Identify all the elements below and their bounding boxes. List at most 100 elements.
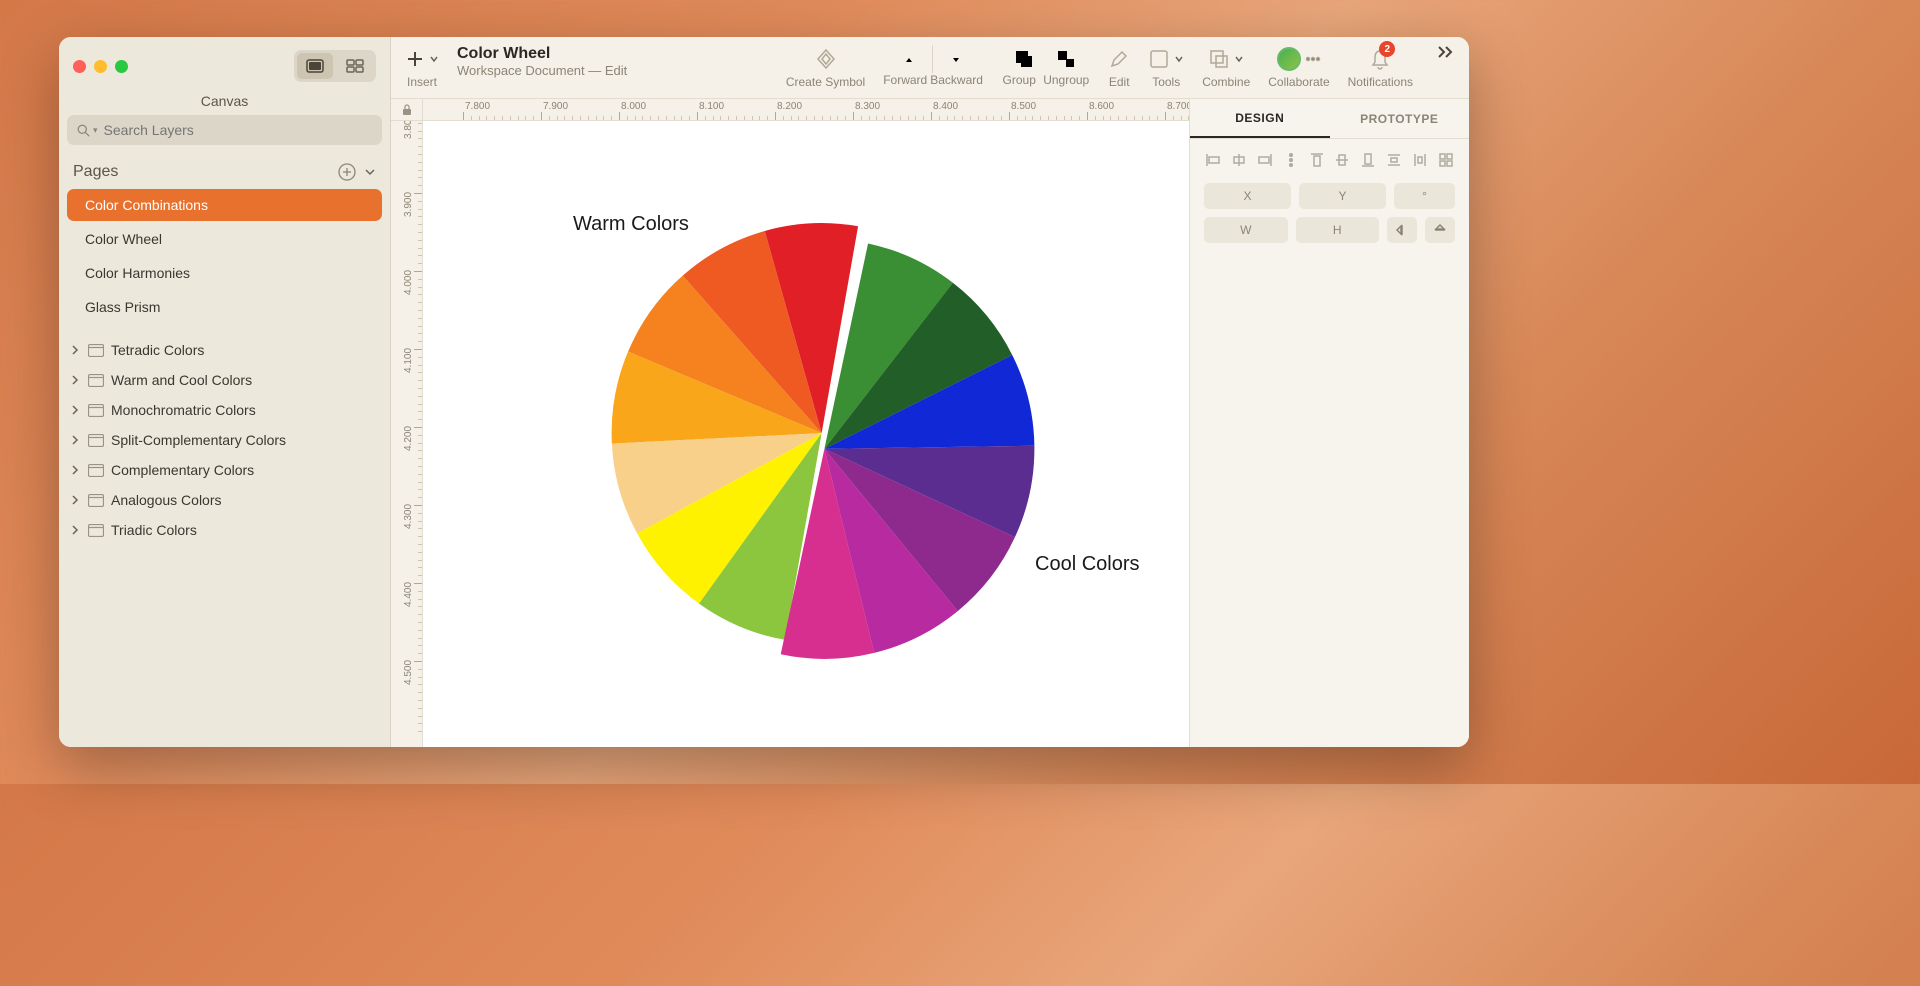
edit-tool[interactable]: Edit — [1108, 45, 1130, 89]
distribute-v-icon[interactable] — [1385, 151, 1403, 169]
tools-label: Tools — [1152, 75, 1180, 89]
components-view-toggle[interactable] — [337, 53, 373, 79]
design-tab[interactable]: DESIGN — [1190, 99, 1330, 138]
w-field[interactable]: W — [1204, 217, 1288, 243]
chevron-right-icon[interactable] — [71, 345, 81, 355]
layer-list: Tetradic Colors Warm and Cool Colors Mon… — [59, 331, 390, 549]
tools-menu[interactable]: Tools — [1148, 45, 1184, 89]
ungroup-label: Ungroup — [1042, 73, 1090, 87]
artboard-icon — [88, 524, 104, 537]
pages-header-title: Pages — [73, 163, 338, 181]
flip-h-icon[interactable] — [1387, 217, 1417, 243]
notifications-label: Notifications — [1348, 75, 1413, 89]
layer-item[interactable]: Split-Complementary Colors — [67, 425, 382, 455]
view-toggle-group — [294, 50, 376, 82]
page-item-color-wheel[interactable]: Color Wheel — [67, 223, 382, 255]
x-field[interactable]: X — [1204, 183, 1291, 209]
traffic-lights — [73, 60, 128, 73]
flip-v-icon[interactable] — [1425, 217, 1455, 243]
chevron-right-icon[interactable] — [71, 435, 81, 445]
zoom-button[interactable] — [115, 60, 128, 73]
align-vcenter-icon[interactable] — [1333, 151, 1351, 169]
distribute-h-icon[interactable] — [1411, 151, 1429, 169]
layer-label: Warm and Cool Colors — [111, 372, 252, 388]
minimize-button[interactable] — [94, 60, 107, 73]
distribute-menu-icon[interactable] — [1282, 151, 1300, 169]
ungroup-tool[interactable] — [1047, 45, 1085, 73]
backward-tool[interactable] — [937, 45, 975, 73]
layer-label: Analogous Colors — [111, 492, 222, 508]
view-mode-label: Canvas — [59, 93, 390, 115]
align-bottom-icon[interactable] — [1359, 151, 1377, 169]
artboard-icon — [88, 464, 104, 477]
page-item-color-combinations[interactable]: Color Combinations — [67, 189, 382, 221]
y-field[interactable]: Y — [1299, 183, 1386, 209]
notifications-tool[interactable]: 2 Notifications — [1348, 45, 1413, 89]
size-row: W H — [1204, 217, 1455, 243]
angle-field[interactable]: ° — [1394, 183, 1455, 209]
collaborate-tool[interactable]: Collaborate — [1268, 45, 1329, 89]
close-button[interactable] — [73, 60, 86, 73]
edit-label: Edit — [1109, 75, 1130, 89]
canvas-view-toggle[interactable] — [297, 53, 333, 79]
layer-item[interactable]: Triadic Colors — [67, 515, 382, 545]
layer-label: Monochromatric Colors — [111, 402, 256, 418]
search-icon — [77, 124, 90, 137]
inspector-tabs: DESIGN PROTOTYPE — [1190, 99, 1469, 139]
inspector-body: X Y ° W H — [1190, 139, 1469, 263]
chevron-right-icon[interactable] — [71, 405, 81, 415]
layer-item[interactable]: Monochromatric Colors — [67, 395, 382, 425]
arrange-tools: Forward Backward — [883, 45, 982, 87]
artboard-icon — [88, 404, 104, 417]
add-page-icon[interactable] — [338, 163, 356, 181]
document-subtitle: Workspace Document — Edit — [457, 63, 627, 78]
search-input[interactable] — [104, 122, 372, 138]
create-symbol-tool[interactable]: Create Symbol — [786, 45, 865, 89]
combine-label: Combine — [1202, 75, 1250, 89]
page-item-color-harmonies[interactable]: Color Harmonies — [67, 257, 382, 289]
layer-item[interactable]: Analogous Colors — [67, 485, 382, 515]
group-tool[interactable] — [1005, 45, 1043, 73]
combine-menu[interactable]: Combine — [1202, 45, 1250, 89]
document-title: Color Wheel — [457, 45, 627, 63]
align-hcenter-icon[interactable] — [1230, 151, 1248, 169]
page-list: Color Combinations Color Wheel Color Har… — [59, 189, 390, 325]
insert-tool[interactable]: Insert — [405, 45, 439, 89]
vertical-ruler[interactable]: 3.8003.9004.0004.1004.2004.3004.4004.500 — [391, 121, 423, 747]
chevron-right-icon[interactable] — [71, 375, 81, 385]
artboard-icon — [88, 494, 104, 507]
layer-search[interactable]: ▾ — [67, 115, 382, 145]
page-item-glass-prism[interactable]: Glass Prism — [67, 291, 382, 323]
layer-label: Complementary Colors — [111, 462, 254, 478]
avatar — [1277, 47, 1301, 71]
align-top-icon[interactable] — [1308, 151, 1326, 169]
tidy-icon[interactable] — [1437, 151, 1455, 169]
layer-item[interactable]: Complementary Colors — [67, 455, 382, 485]
canvas[interactable]: Warm Colors Cool Colors — [423, 121, 1189, 747]
chevron-right-icon[interactable] — [71, 465, 81, 475]
align-left-icon[interactable] — [1204, 151, 1222, 169]
align-row — [1204, 151, 1455, 169]
chevron-right-icon[interactable] — [71, 495, 81, 505]
layer-item[interactable]: Tetradic Colors — [67, 335, 382, 365]
toolbar-overflow-icon[interactable] — [1437, 45, 1455, 64]
canvas-container: 7.8007.9008.0008.1008.2008.3008.4008.500… — [391, 99, 1469, 747]
prototype-tab[interactable]: PROTOTYPE — [1330, 99, 1470, 138]
collaborate-label: Collaborate — [1268, 75, 1329, 89]
forward-tool[interactable] — [890, 45, 928, 73]
horizontal-ruler[interactable]: 7.8007.9008.0008.1008.2008.3008.4008.500… — [423, 99, 1189, 121]
color-wheel-graphic[interactable] — [423, 121, 1189, 747]
align-right-icon[interactable] — [1256, 151, 1274, 169]
artboard-icon — [88, 434, 104, 447]
backward-label: Backward — [930, 73, 982, 87]
forward-label: Forward — [883, 73, 921, 87]
ruler-row: 7.8007.9008.0008.1008.2008.3008.4008.500… — [391, 99, 1189, 121]
ruler-lock-icon[interactable] — [391, 99, 423, 121]
more-icon — [1305, 51, 1321, 67]
h-field[interactable]: H — [1296, 217, 1380, 243]
chevron-right-icon[interactable] — [71, 525, 81, 535]
artboard-icon — [88, 374, 104, 387]
collapse-pages-icon[interactable] — [364, 166, 376, 178]
layer-item[interactable]: Warm and Cool Colors — [67, 365, 382, 395]
divider — [932, 45, 933, 73]
